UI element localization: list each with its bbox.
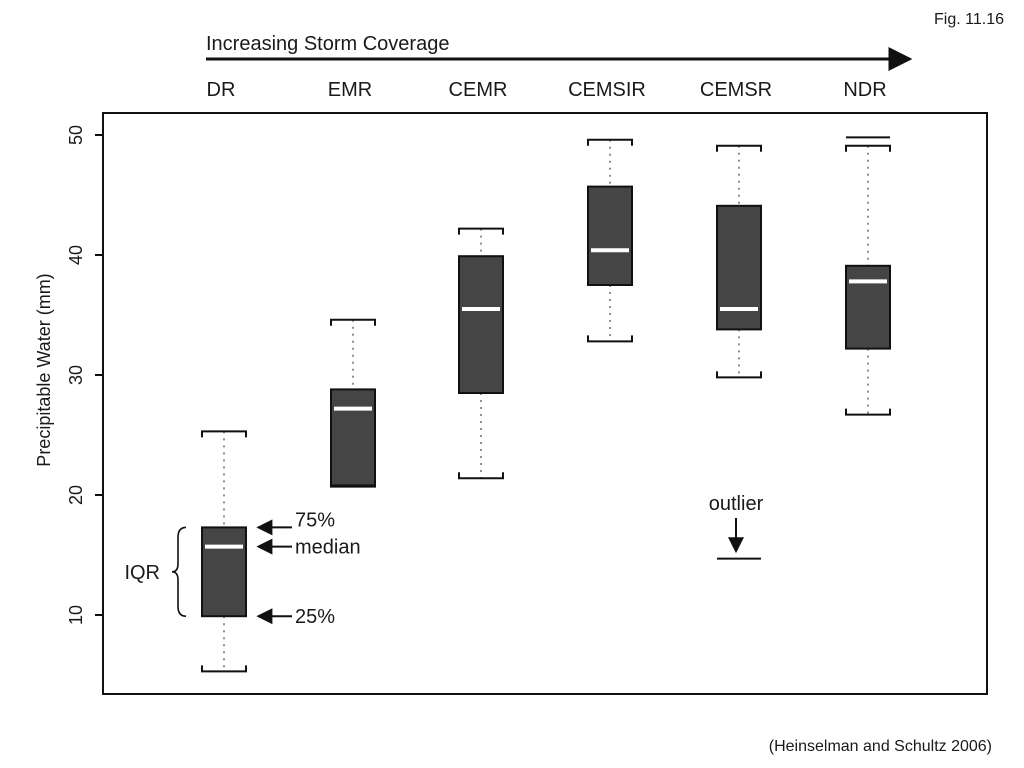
- y-tick-label: 40: [66, 245, 86, 265]
- category-labels: DR EMR CEMR CEMSIR CEMSR NDR: [207, 79, 887, 101]
- q3-label: 75%: [295, 509, 335, 531]
- iqr-box: [458, 255, 504, 395]
- storm-coverage-label: Increasing Storm Coverage: [206, 33, 449, 55]
- y-axis-label: Precipitable Water (mm): [34, 273, 54, 466]
- category-label-cemr: CEMR: [449, 79, 508, 101]
- plot-frame: [102, 112, 988, 695]
- category-label-cemsir: CEMSIR: [568, 79, 646, 101]
- upper-whisker-cap: [587, 138, 633, 146]
- box-cemsir: [587, 138, 633, 343]
- boxes: [201, 136, 891, 673]
- category-label-cemsr: CEMSR: [700, 79, 772, 101]
- category-label-emr: EMR: [328, 79, 372, 101]
- upper-whisker-cap: [845, 144, 891, 152]
- iqr-label: IQR: [124, 562, 160, 584]
- category-label-ndr: NDR: [843, 79, 886, 101]
- category-label-dr: DR: [207, 79, 236, 101]
- box-ndr: [845, 136, 891, 416]
- median-label: median: [295, 537, 361, 559]
- y-tick-label: 50: [66, 125, 86, 145]
- y-tick-label: 30: [66, 365, 86, 385]
- upper-whisker-cap: [458, 227, 504, 235]
- lower-whisker-cap: [716, 371, 762, 379]
- lower-whisker-cap: [458, 472, 504, 480]
- upper-whisker-cap: [716, 144, 762, 152]
- box-dr: [201, 430, 247, 673]
- y-tick-label: 20: [66, 485, 86, 505]
- iqr-box: [201, 526, 247, 618]
- box-cemr: [458, 227, 504, 480]
- iqr-box: [587, 185, 633, 287]
- lower-whisker-cap: [587, 335, 633, 343]
- y-axis: 10 20 30 40 50: [66, 125, 103, 625]
- upper-whisker-cap: [330, 318, 376, 326]
- box-cemsr: [716, 144, 762, 560]
- figure-label: Fig. 11.16: [934, 11, 1004, 28]
- iqr-box: [845, 264, 891, 350]
- credit: (Heinselman and Schultz 2006): [769, 738, 992, 755]
- box-emr: [330, 318, 376, 488]
- lower-whisker-cap: [845, 408, 891, 416]
- q1-label: 25%: [295, 606, 335, 628]
- iqr-box: [330, 388, 376, 487]
- lower-whisker-cap: [201, 665, 247, 673]
- iqr-brace: [171, 526, 187, 617]
- annotations: 75% median 25% IQR outlier: [124, 493, 763, 628]
- upper-whisker-cap: [201, 430, 247, 438]
- outlier-label: outlier: [709, 493, 764, 515]
- y-tick-label: 10: [66, 605, 86, 625]
